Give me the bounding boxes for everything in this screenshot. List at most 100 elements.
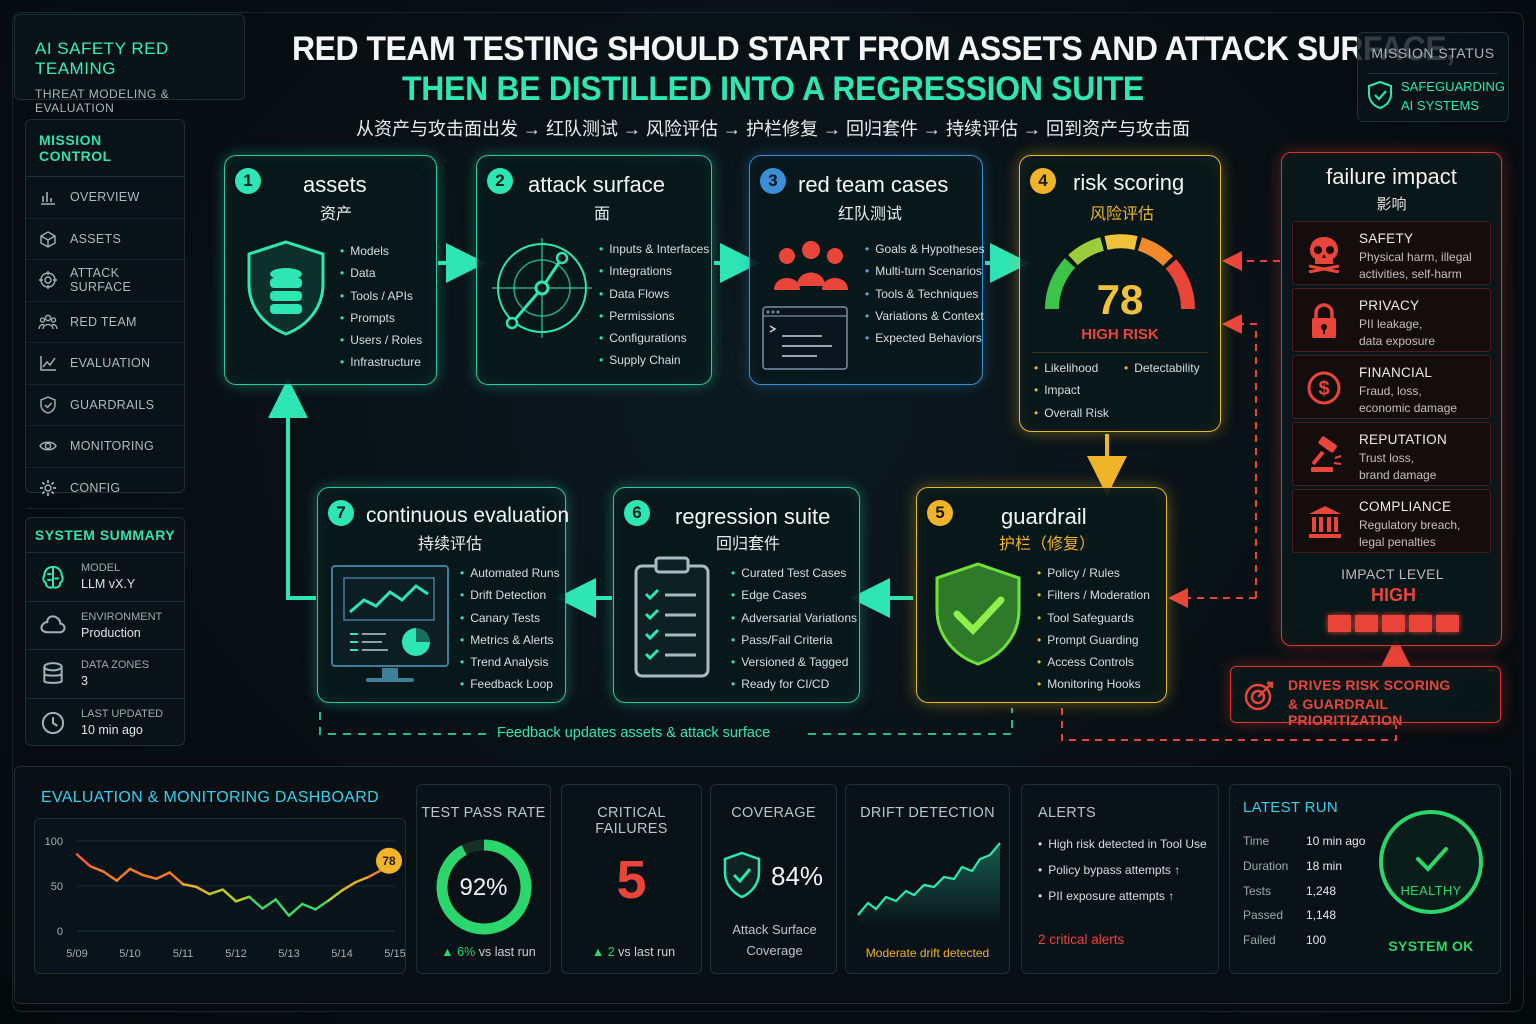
step-number-5: 5: [927, 500, 953, 526]
impact-desc-1: Regulatory breach,: [1359, 518, 1461, 532]
summary-item-last-updated: LAST UPDATED 10 min ago: [26, 697, 184, 747]
nav-item-monitoring[interactable]: MONITORING: [26, 426, 184, 468]
risk-score-value: 78: [1096, 276, 1144, 323]
up-triangle-icon: ▲: [441, 945, 454, 959]
step-continuous-eval-card[interactable]: 7 continuous evaluation 持续评估 Automated R…: [317, 487, 569, 703]
trend-chart-panel: 0 50 100 5/09 5/10 5/11 5/12 5/13 5/14 5/15 78: [34, 818, 406, 974]
impact-desc: Physical harm, illegal activities, self-h…: [1359, 249, 1472, 283]
shield-check-icon: [935, 562, 1021, 666]
nav-item-label: EVALUATION: [70, 356, 151, 371]
critical-failures-title: CRITICAL FAILURES: [595, 805, 668, 837]
nav-item-guardrails[interactable]: GUARDRAILS: [26, 385, 184, 426]
alert-item[interactable]: Policy bypass attempts ↑: [1038, 859, 1207, 885]
impact-desc-2: economic damage: [1359, 401, 1458, 415]
alerts-summary[interactable]: 2 critical alerts: [1038, 932, 1125, 947]
data-point: [341, 889, 343, 892]
x-tick-label: 5/11: [173, 948, 194, 960]
impact-reputation[interactable]: REPUTATION Trust loss, brand damage: [1292, 422, 1491, 486]
data-point: [142, 874, 145, 876]
data-point: [314, 908, 317, 911]
database-icon: [43, 662, 63, 684]
nav-item-attack-surface[interactable]: ATTACK SURFACE: [26, 260, 184, 302]
data-point: [367, 876, 370, 878]
bar-chart-icon: [41, 192, 55, 206]
latest-run-title: LATEST RUN: [1243, 799, 1338, 816]
drift-sparkline: [857, 842, 1001, 927]
impact-privacy[interactable]: PRIVACY PII leakage, data exposure: [1292, 288, 1491, 352]
impact-desc-2: data exposure: [1359, 334, 1436, 348]
summary-label: LAST UPDATED: [81, 708, 164, 721]
nav-item-label: RED TEAM: [70, 314, 137, 329]
series-segment: [195, 885, 211, 896]
nav-item-assets[interactable]: ASSETS: [26, 219, 184, 260]
pass-rate-value: 92%: [459, 874, 508, 901]
series-segment: [208, 888, 224, 896]
nav-item-label: GUARDRAILS: [70, 397, 155, 412]
series-segment: [168, 871, 185, 886]
nav-item-overview[interactable]: OVERVIEW: [26, 177, 184, 219]
alerts-list: High risk detected in Tool Use Policy by…: [1038, 833, 1207, 911]
x-tick-label: 5/10: [119, 948, 140, 960]
data-point: [261, 907, 264, 910]
coverage-title: COVERAGE: [731, 805, 816, 821]
drift-detection-panel: DRIFT DETECTION Moderate drift detected: [845, 784, 1010, 974]
data-point: [115, 879, 118, 882]
data-point: [327, 899, 330, 902]
x-tick-label: 5/13: [278, 948, 299, 960]
headline-line1: RED TEAM TESTING SHOULD START FROM ASSET…: [291, 30, 1455, 68]
pass-rate-delta: ▲ 6% vs last run: [417, 945, 560, 959]
nav-item-label: MONITORING: [70, 439, 155, 454]
run-row-value: 10 min ago: [1306, 834, 1366, 849]
last-value-badge: [376, 847, 402, 874]
alert-item[interactable]: High risk detected in Tool Use: [1038, 833, 1207, 859]
nav-list: OVERVIEW ASSETS ATTACK SURFACE RED TEAM EVAL…: [26, 177, 184, 509]
step-subtitle: 资产: [320, 206, 353, 223]
risk-factor-list: Likelihood Impact Overall Risk: [1034, 357, 1109, 424]
failure-impact-title: failure impact: [1326, 164, 1457, 189]
critical-failures-value: 5: [616, 850, 647, 910]
data-point: [168, 871, 171, 874]
lock-icon: [1312, 303, 1336, 338]
alert-item[interactable]: PII exposure attempts ↑: [1038, 885, 1207, 911]
step-item: Infrastructure: [340, 351, 422, 373]
target-icon: [38, 271, 57, 290]
run-row-value: 100: [1306, 933, 1327, 948]
run-row-key: Tests: [1243, 883, 1272, 898]
step-red-team-card[interactable]: 3 red team cases 红队测试 Goals & Hypotheses…: [749, 155, 985, 385]
mission-status-value-1: SAFEGUARDING: [1401, 79, 1506, 94]
mission-status-value: SAFEGUARDING AI SYSTEMS: [1401, 77, 1505, 115]
step-guardrail-card[interactable]: 5 guardrail 护栏（修复） Policy / RulesFilters…: [916, 487, 1167, 703]
step-item-list: Goals & HypothesesMulti-turn ScenariosTo…: [865, 238, 984, 349]
coverage-caption-1: Attack Surface: [732, 922, 817, 937]
nav-item-red-team[interactable]: RED TEAM: [26, 302, 184, 343]
series-segment: [301, 902, 317, 911]
drift-caption: Moderate drift detected: [865, 946, 990, 960]
impact-safety[interactable]: SAFETY Physical harm, illegal activities,…: [1292, 221, 1491, 285]
system-summary-heading: SYSTEM SUMMARY: [34, 527, 176, 543]
step-number-4: 4: [1030, 168, 1056, 194]
mission-status-value-2: AI SYSTEMS: [1401, 98, 1480, 113]
run-row-key: Duration: [1243, 859, 1289, 874]
step-regression-card[interactable]: 6 regression suite 回归套件 Curated Test Cas…: [613, 487, 860, 703]
step-item: Edge Cases: [731, 584, 857, 606]
summary-label: DATA ZONES: [81, 659, 150, 672]
step-subtitle: 护栏（修复）: [999, 536, 1096, 553]
step-item: Policy / Rules: [1037, 562, 1150, 584]
nav-item-evaluation[interactable]: EVALUATION: [26, 343, 184, 385]
step-item: Supply Chain: [599, 349, 709, 371]
step-item: Tool Safeguards: [1037, 607, 1150, 629]
step-assets-card[interactable]: 1 assets 资产 ModelsDataTools / APIsPrompt…: [224, 155, 437, 385]
impact-compliance[interactable]: COMPLIANCE Regulatory breach, legal penal…: [1292, 489, 1491, 553]
impact-name: PRIVACY: [1359, 298, 1420, 313]
pass-rate-delta-value: 6%: [457, 945, 476, 959]
risk-factor-list-2: Detectability: [1124, 357, 1199, 379]
system-summary: SYSTEM SUMMARY MODEL LLM vX.Y ENVIRONMENT P…: [25, 517, 185, 746]
step-attack-surface-card[interactable]: 2 attack surface 面 Inputs & InterfacesIn…: [476, 155, 712, 385]
nav-item-config[interactable]: CONFIG: [26, 468, 184, 509]
impact-financial[interactable]: $ FINANCIAL Fraud, loss, economic damage: [1292, 355, 1491, 419]
pass-rate-title: TEST PASS RATE: [421, 805, 546, 821]
step-risk-scoring-card[interactable]: 4 risk scoring 风险评估 78 HIGH RISK Likelih…: [1019, 155, 1221, 432]
team-icon: [38, 314, 58, 329]
series-segment: [234, 895, 251, 903]
impact-desc: Regulatory breach, legal penalties: [1359, 517, 1460, 551]
